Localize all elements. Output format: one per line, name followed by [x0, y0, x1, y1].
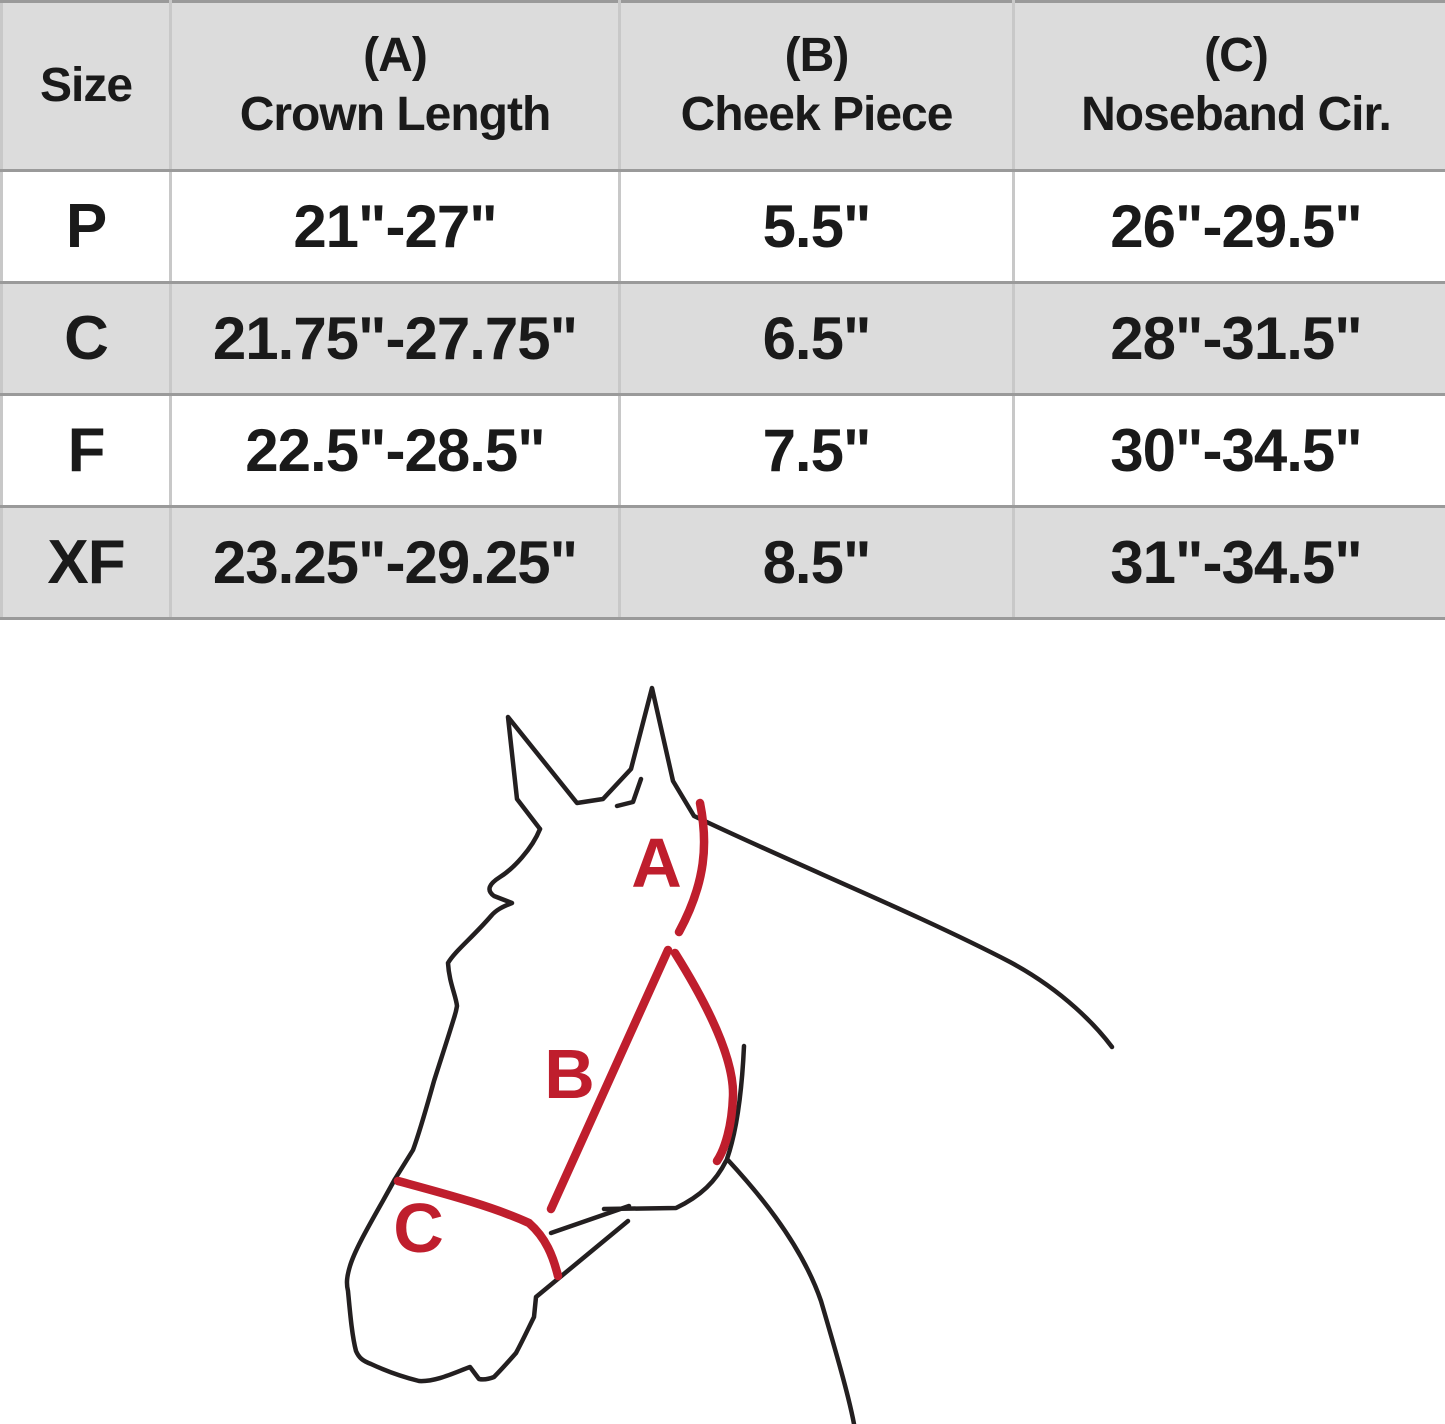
cell-c-size: C [0, 281, 172, 396]
cell-p-crown: 21"-27" [169, 169, 621, 284]
column-label-crown: Crown Length [239, 88, 552, 141]
column-header-cheek: (B) Cheek Piece [618, 0, 1015, 172]
column-label-noseband: Noseband Cir. [1081, 88, 1392, 141]
horse-ear-fold-line [614, 776, 644, 809]
column-header-crown: (A) Crown Length [169, 0, 621, 172]
horse-ears-neck-outline [505, 685, 1115, 1050]
noseband-side-line [670, 948, 738, 1166]
column-tag-cheek: (B) [784, 29, 850, 83]
cell-p-cheek: 5.5" [618, 169, 1015, 284]
size-table-body: P 21"-27" 5.5" 26"-29.5" C 21.75"-27.75" 6.5" 2… [0, 169, 1445, 620]
cheek-strap-line [546, 945, 673, 1214]
crown-strap-line [674, 798, 709, 937]
cell-p-size: P [0, 169, 172, 284]
column-header-size: Size [0, 0, 172, 172]
size-table-head: Size (A) Crown Length (B) Cheek Piece (C) Nose… [0, 0, 1445, 172]
cell-f-noseband: 30"-34.5" [1012, 393, 1445, 508]
column-label-cheek: Cheek Piece [680, 88, 954, 141]
noseband-label-c: C [393, 1189, 443, 1267]
size-table-header-row: Size (A) Crown Length (B) Cheek Piece (C) Nose… [0, 0, 1445, 172]
size-row-p: P 21"-27" 5.5" 26"-29.5" [0, 169, 1445, 284]
cell-xf-crown: 23.25"-29.25" [169, 505, 621, 620]
size-row-xf: XF 23.25"-29.25" 8.5" 31"-34.5" [0, 505, 1445, 620]
column-label-size: Size [39, 58, 133, 112]
cell-f-crown: 22.5"-28.5" [169, 393, 621, 508]
halter-size-table: Size (A) Crown Length (B) Cheek Piece (C) Nose… [0, 0, 1445, 620]
cell-p-noseband: 26"-29.5" [1012, 169, 1445, 284]
size-row-c: C 21.75"-27.75" 6.5" 28"-31.5" [0, 281, 1445, 396]
cell-xf-cheek: 8.5" [618, 505, 1015, 620]
column-tag-noseband: (C) [1204, 29, 1269, 83]
horse-face-outline [344, 826, 631, 1384]
cheek-label-b: B [544, 1035, 594, 1113]
horse-chin-line [601, 1158, 729, 1212]
cell-xf-size: XF [0, 505, 172, 620]
column-header-noseband: (C) Noseband Cir. [1012, 0, 1445, 172]
column-tag-crown: (A) [363, 29, 428, 83]
cell-c-cheek: 6.5" [618, 281, 1015, 396]
cell-f-cheek: 7.5" [618, 393, 1015, 508]
horse-jowl-neck-line [724, 1043, 857, 1424]
cell-xf-noseband: 31"-34.5" [1012, 505, 1445, 620]
cell-f-size: F [0, 393, 172, 508]
noseband-front-line [393, 1176, 563, 1281]
size-row-f: F 22.5"-28.5" 7.5" 30"-34.5" [0, 393, 1445, 508]
cell-c-crown: 21.75"-27.75" [169, 281, 621, 396]
cell-c-noseband: 28"-31.5" [1012, 281, 1445, 396]
crown-label-a: A [631, 824, 681, 902]
